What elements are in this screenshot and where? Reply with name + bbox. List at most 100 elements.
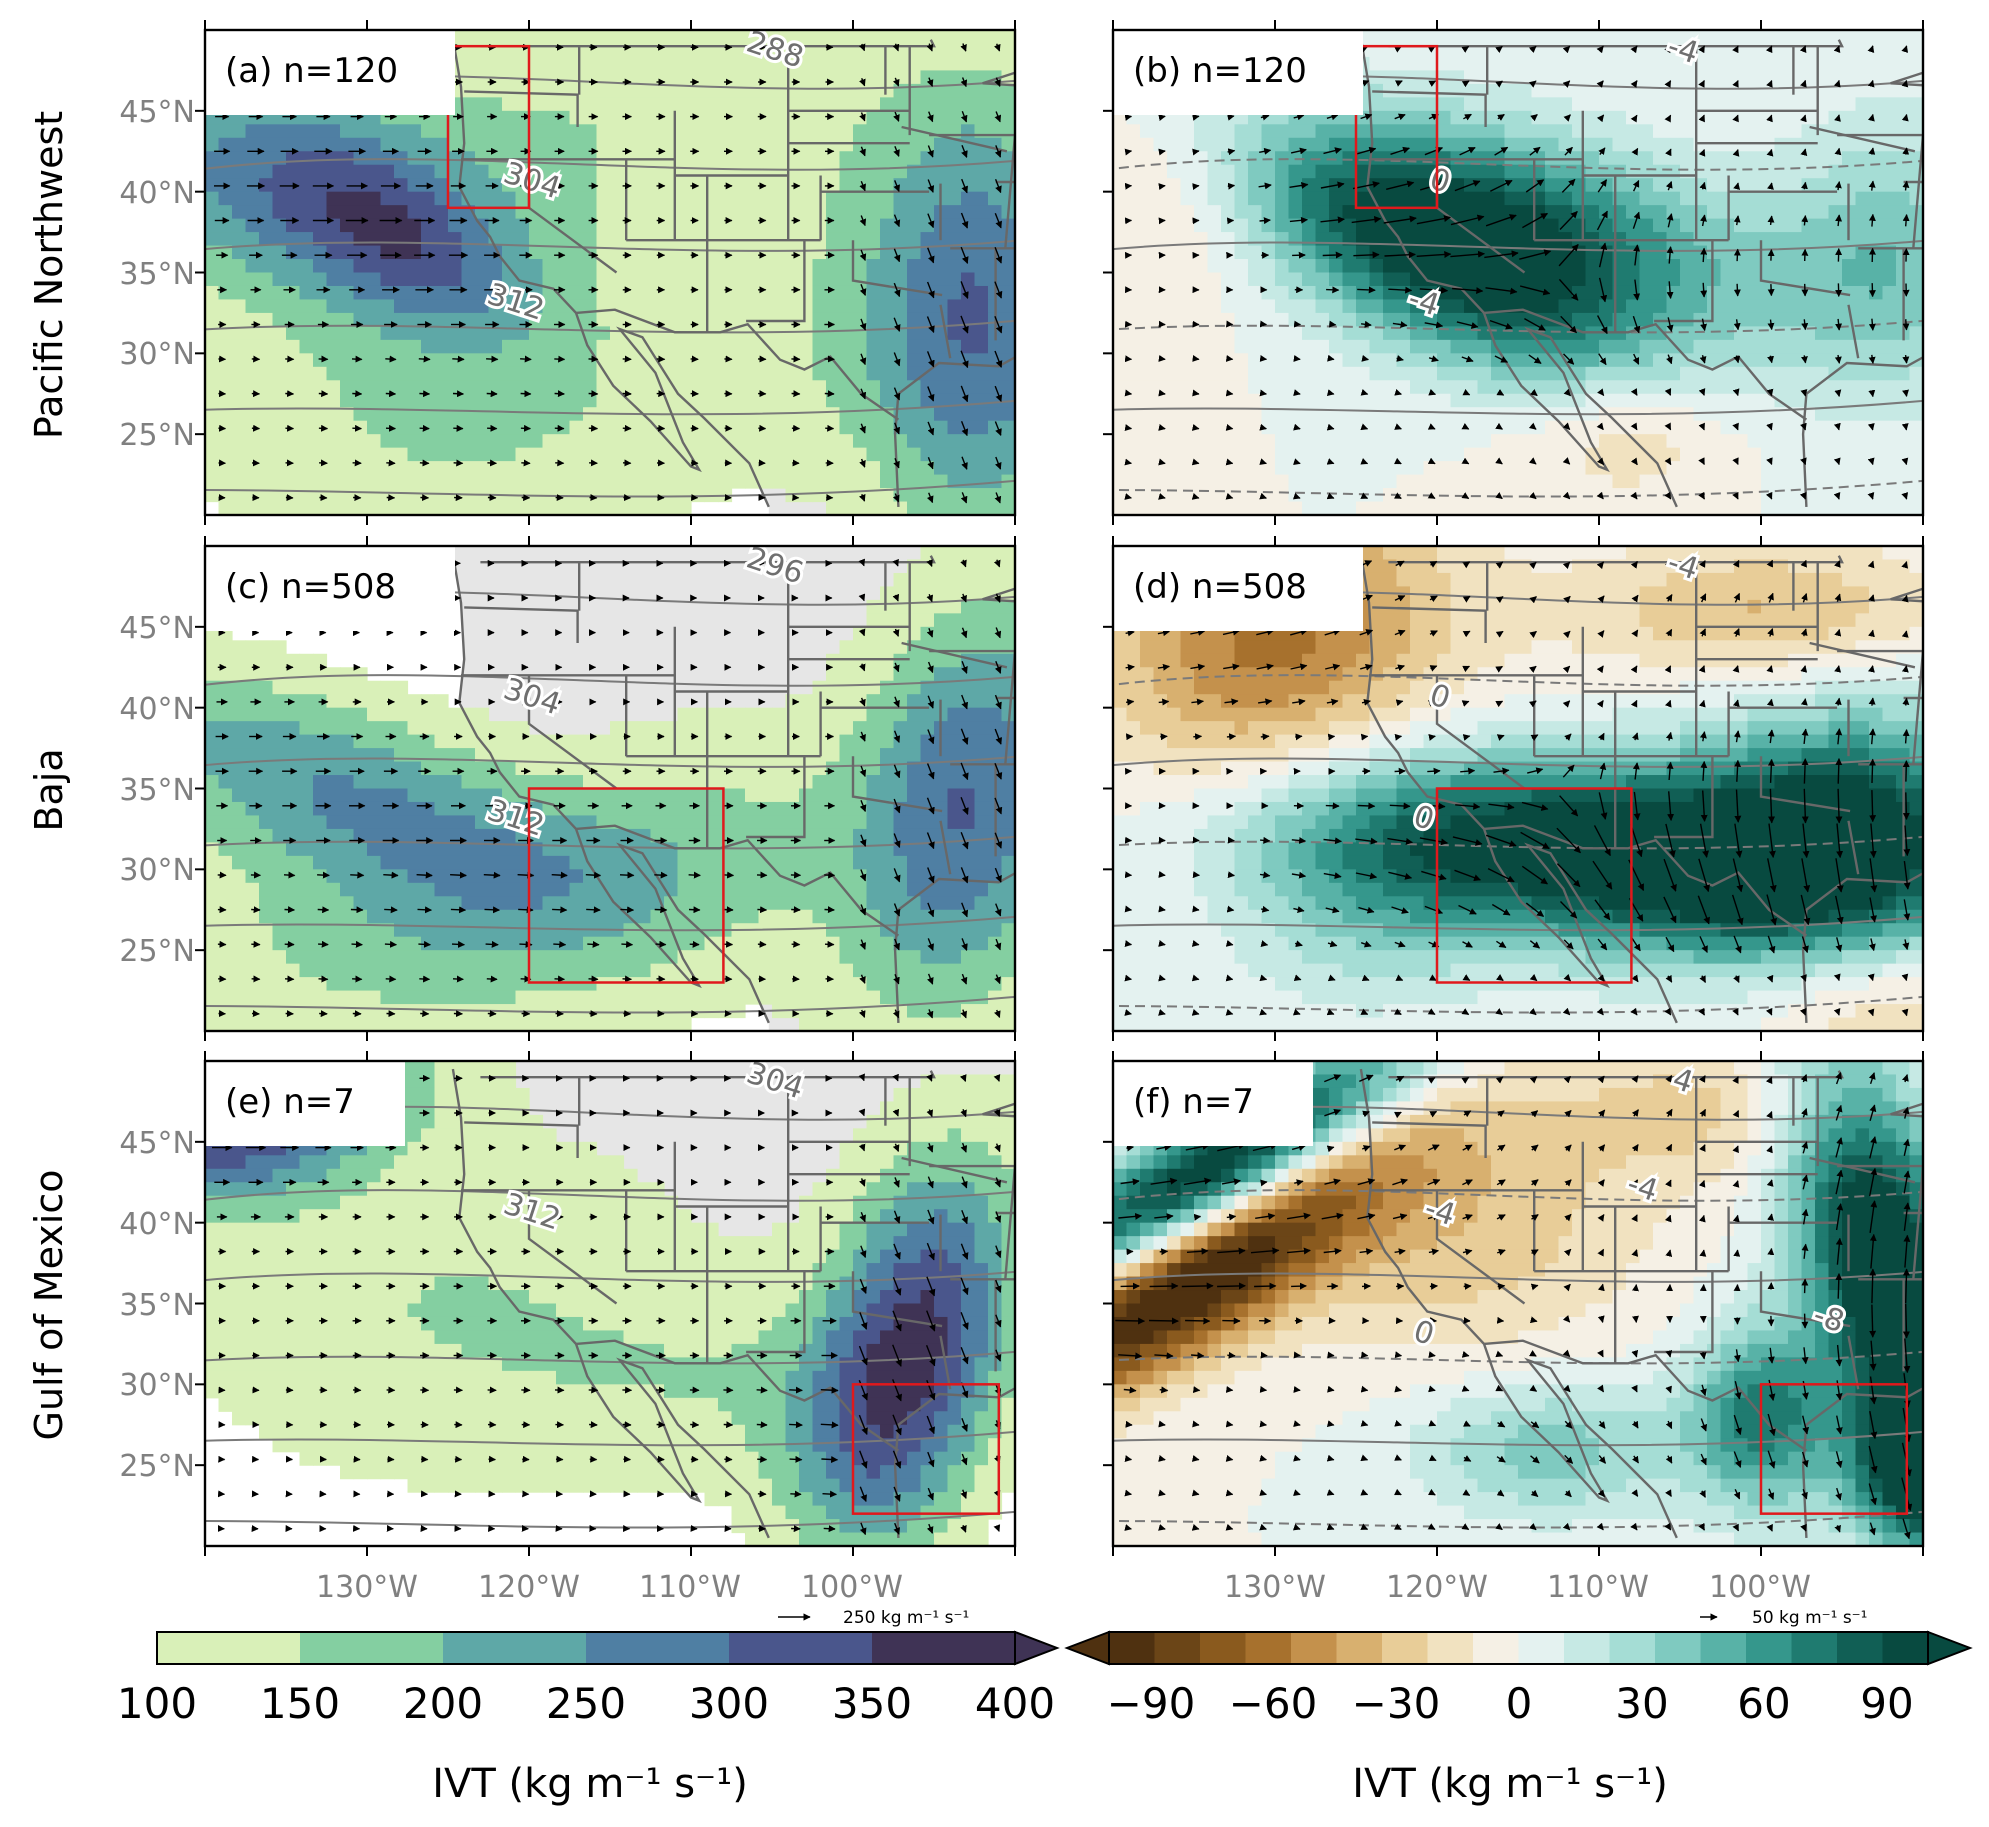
colorbar-left-tick: 250 [546,1679,626,1728]
panel-label: (c) n=508 [225,567,396,607]
colorbar-left-ticks: 100 150 200 250 300 350 400 [117,1679,1055,1728]
lat-tick: 35°N [119,257,195,292]
reference-arrow-right-label: 50 kg m⁻¹ s⁻¹ [1752,1608,1867,1628]
lon-ticks-left: 130°W 120°W 110°W 100°W [316,1570,903,1605]
panel-label: (a) n=120 [225,51,398,91]
lon-tick: 100°W [801,1570,903,1605]
colorbar-right-tick: 60 [1737,1679,1790,1728]
region-box [1759,1383,1909,1515]
lat-tick: 25°N [119,418,195,453]
colorbar-swatch [1746,1632,1792,1664]
colorbar-right-tick: −90 [1107,1679,1196,1728]
region-box [527,787,725,984]
lon-tick: 120°W [1386,1570,1488,1605]
panel-label: (f) n=7 [1133,1082,1254,1122]
lat-tick: 25°N [119,934,195,969]
panel-f: 4-40-4-8(f) n=7 [1103,1051,1925,1556]
region-box [1435,787,1633,984]
colorbar-swatch [1427,1632,1474,1664]
lat-tick: 30°N [119,1368,195,1403]
colorbar-swatch [443,1632,587,1664]
lat-tick: 40°N [119,176,195,211]
colorbar-swatch [729,1632,873,1664]
colorbar-right-tick: −60 [1229,1679,1318,1728]
row-label-pacific-northwest: Pacific Northwest [27,111,71,439]
colorbar-right-tick: 0 [1506,1679,1533,1728]
colorbar-swatch [1200,1632,1246,1664]
colorbar-swatch [1564,1632,1610,1664]
colorbar-left-tick: 150 [260,1679,340,1728]
lat-tick: 45°N [119,95,195,130]
colorbar-right-label: IVT (kg m⁻¹ s⁻¹) [1352,1761,1668,1807]
lon-tick: 130°W [1224,1570,1326,1605]
lat-tick: 40°N [119,1207,195,1242]
colorbar-extend-max [1927,1630,1973,1666]
colorbar-right-tick: −30 [1352,1679,1441,1728]
row-label-gulf-of-mexico: Gulf of Mexico [27,1170,71,1441]
colorbar-left-label: IVT (kg m⁻¹ s⁻¹) [432,1761,748,1807]
colorbar-swatch [1609,1632,1656,1664]
colorbar-swatch [1882,1632,1929,1664]
colorbar-left-tick: 350 [832,1679,912,1728]
colorbar-swatch [872,1632,1016,1664]
region-box [1354,44,1439,210]
colorbar-swatch [1473,1632,1519,1664]
lon-tick: 110°W [639,1570,741,1605]
lat-tick: 30°N [119,337,195,372]
lat-tick: 35°N [119,773,195,808]
panel-d: -400(d) n=508 [1103,536,1925,1041]
lat-ticks-row-2: 45°N 40°N 35°N 30°N 25°N [119,611,195,969]
lon-tick: 130°W [316,1570,418,1605]
lat-tick: 30°N [119,853,195,888]
colorbar-extend-min [1064,1630,1110,1666]
lat-tick: 45°N [119,1126,195,1161]
colorbar-left-tick: 300 [689,1679,769,1728]
lon-tick: 120°W [478,1570,580,1605]
colorbar-extend-max [1014,1630,1060,1666]
colorbar-swatch [300,1632,444,1664]
lon-tick: 110°W [1547,1570,1649,1605]
colorbar-swatch [1382,1632,1428,1664]
colorbar-left [156,1630,1060,1666]
lat-tick: 40°N [119,692,195,727]
colorbar-swatch [1655,1632,1701,1664]
panel-label: (d) n=508 [1133,567,1307,607]
lat-tick: 45°N [119,611,195,646]
region-box [851,1383,1001,1515]
colorbar-right [1064,1630,1973,1666]
lat-tick: 35°N [119,1288,195,1323]
colorbar-swatch [1245,1632,1292,1664]
panel-label: (e) n=7 [225,1082,355,1122]
colorbar-right-tick: 30 [1615,1679,1668,1728]
colorbar-swatch [1518,1632,1565,1664]
reference-arrow-left-label: 250 kg m⁻¹ s⁻¹ [843,1608,969,1628]
colorbar-swatch [1336,1632,1383,1664]
colorbar-right-ticks: −90 −60 −30 0 30 60 90 [1107,1679,1914,1728]
lat-tick: 25°N [119,1449,195,1484]
colorbar-swatch [1700,1632,1747,1664]
lon-ticks-right: 130°W 120°W 110°W 100°W [1224,1570,1811,1605]
row-label-baja: Baja [27,748,71,831]
colorbar-swatch [1109,1632,1155,1664]
reference-arrow-left: 250 kg m⁻¹ s⁻¹ [778,1608,969,1628]
colorbar-swatch [157,1632,301,1664]
colorbar-swatch [1791,1632,1838,1664]
reference-arrow-right: 50 kg m⁻¹ s⁻¹ [1700,1608,1867,1628]
colorbar-swatch [1291,1632,1337,1664]
colorbar-left-tick: 200 [403,1679,483,1728]
panel-label: (b) n=120 [1133,51,1307,91]
lat-ticks-row-1: 45°N 40°N 35°N 30°N 25°N [119,95,195,453]
colorbar-left-tick: 400 [975,1679,1055,1728]
lat-ticks-row-3: 45°N 40°N 35°N 30°N 25°N [119,1126,195,1484]
colorbar-swatch [586,1632,730,1664]
region-box [446,44,531,210]
colorbar-left-tick: 100 [117,1679,197,1728]
lon-tick: 100°W [1709,1570,1811,1605]
colorbar-right-tick: 90 [1860,1679,1913,1728]
colorbar-swatch [1154,1632,1201,1664]
colorbar-swatch [1837,1632,1883,1664]
